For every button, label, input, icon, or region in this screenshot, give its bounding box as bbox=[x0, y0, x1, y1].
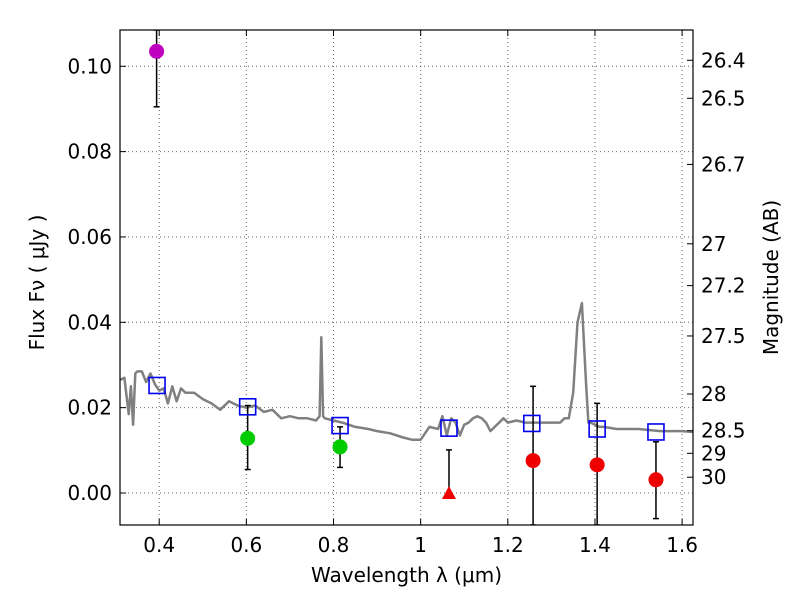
y-axis-title: Flux Fν ( μJy ) bbox=[25, 215, 49, 351]
model-point bbox=[331, 416, 349, 435]
model-point bbox=[522, 414, 541, 433]
model-point bbox=[647, 423, 665, 441]
y-axis-right-title: Magnitude (AB) bbox=[759, 200, 783, 355]
upper-limit-marker bbox=[441, 485, 456, 499]
x-tick-label: 1.4 bbox=[579, 533, 611, 557]
observed-point bbox=[332, 439, 348, 455]
magnitude-tick-label: 26.7 bbox=[701, 152, 746, 176]
x-tick-label: 1.2 bbox=[492, 533, 524, 557]
y-axis-left: 0.00 0.02 0.04 0.06 0.08 0.10 bbox=[67, 54, 126, 505]
observed-point bbox=[240, 430, 256, 446]
magnitude-tick-label: 26.5 bbox=[701, 86, 746, 110]
model-point bbox=[148, 376, 166, 395]
observed-point bbox=[149, 43, 165, 59]
y-tick-label: 0.00 bbox=[67, 481, 112, 505]
model-point bbox=[440, 419, 458, 437]
x-tick-label: 0.6 bbox=[230, 533, 262, 557]
x-tick-label: 0.4 bbox=[143, 533, 175, 557]
y-tick-label: 0.06 bbox=[67, 225, 112, 249]
x-tick-label: 1.6 bbox=[666, 533, 698, 557]
y-tick-label: 0.08 bbox=[67, 140, 112, 164]
x-axis: 0.4 0.6 0.8 1 1.2 1.4 1.6 bbox=[143, 30, 698, 557]
observed-point bbox=[589, 457, 605, 473]
x-tick-label: 0.8 bbox=[318, 533, 350, 557]
magnitude-tick-label: 30 bbox=[701, 465, 726, 489]
y-tick-label: 0.10 bbox=[67, 54, 112, 78]
model-sed-line bbox=[120, 301, 693, 441]
observed-point bbox=[525, 453, 541, 469]
magnitude-tick-label: 28 bbox=[701, 382, 726, 406]
grid bbox=[120, 30, 693, 525]
magnitude-tick-label: 27.5 bbox=[701, 324, 746, 348]
plot-frame bbox=[119, 29, 694, 526]
x-tick-label: 1 bbox=[414, 533, 427, 557]
observed-point bbox=[648, 472, 664, 488]
x-axis-title: Wavelength λ (μm) bbox=[311, 563, 502, 587]
plot-area bbox=[120, 30, 693, 525]
magnitude-tick-label: 27 bbox=[701, 232, 726, 256]
y-tick-label: 0.04 bbox=[67, 310, 112, 334]
model-point bbox=[238, 397, 257, 416]
magnitude-tick-label: 26.4 bbox=[701, 48, 746, 72]
magnitude-tick-label: 27.2 bbox=[701, 274, 746, 298]
y-tick-label: 0.02 bbox=[67, 396, 112, 420]
model-point bbox=[588, 420, 606, 438]
magnitude-tick-label: 29 bbox=[701, 441, 726, 465]
magnitude-tick-label: 28.5 bbox=[701, 419, 746, 443]
